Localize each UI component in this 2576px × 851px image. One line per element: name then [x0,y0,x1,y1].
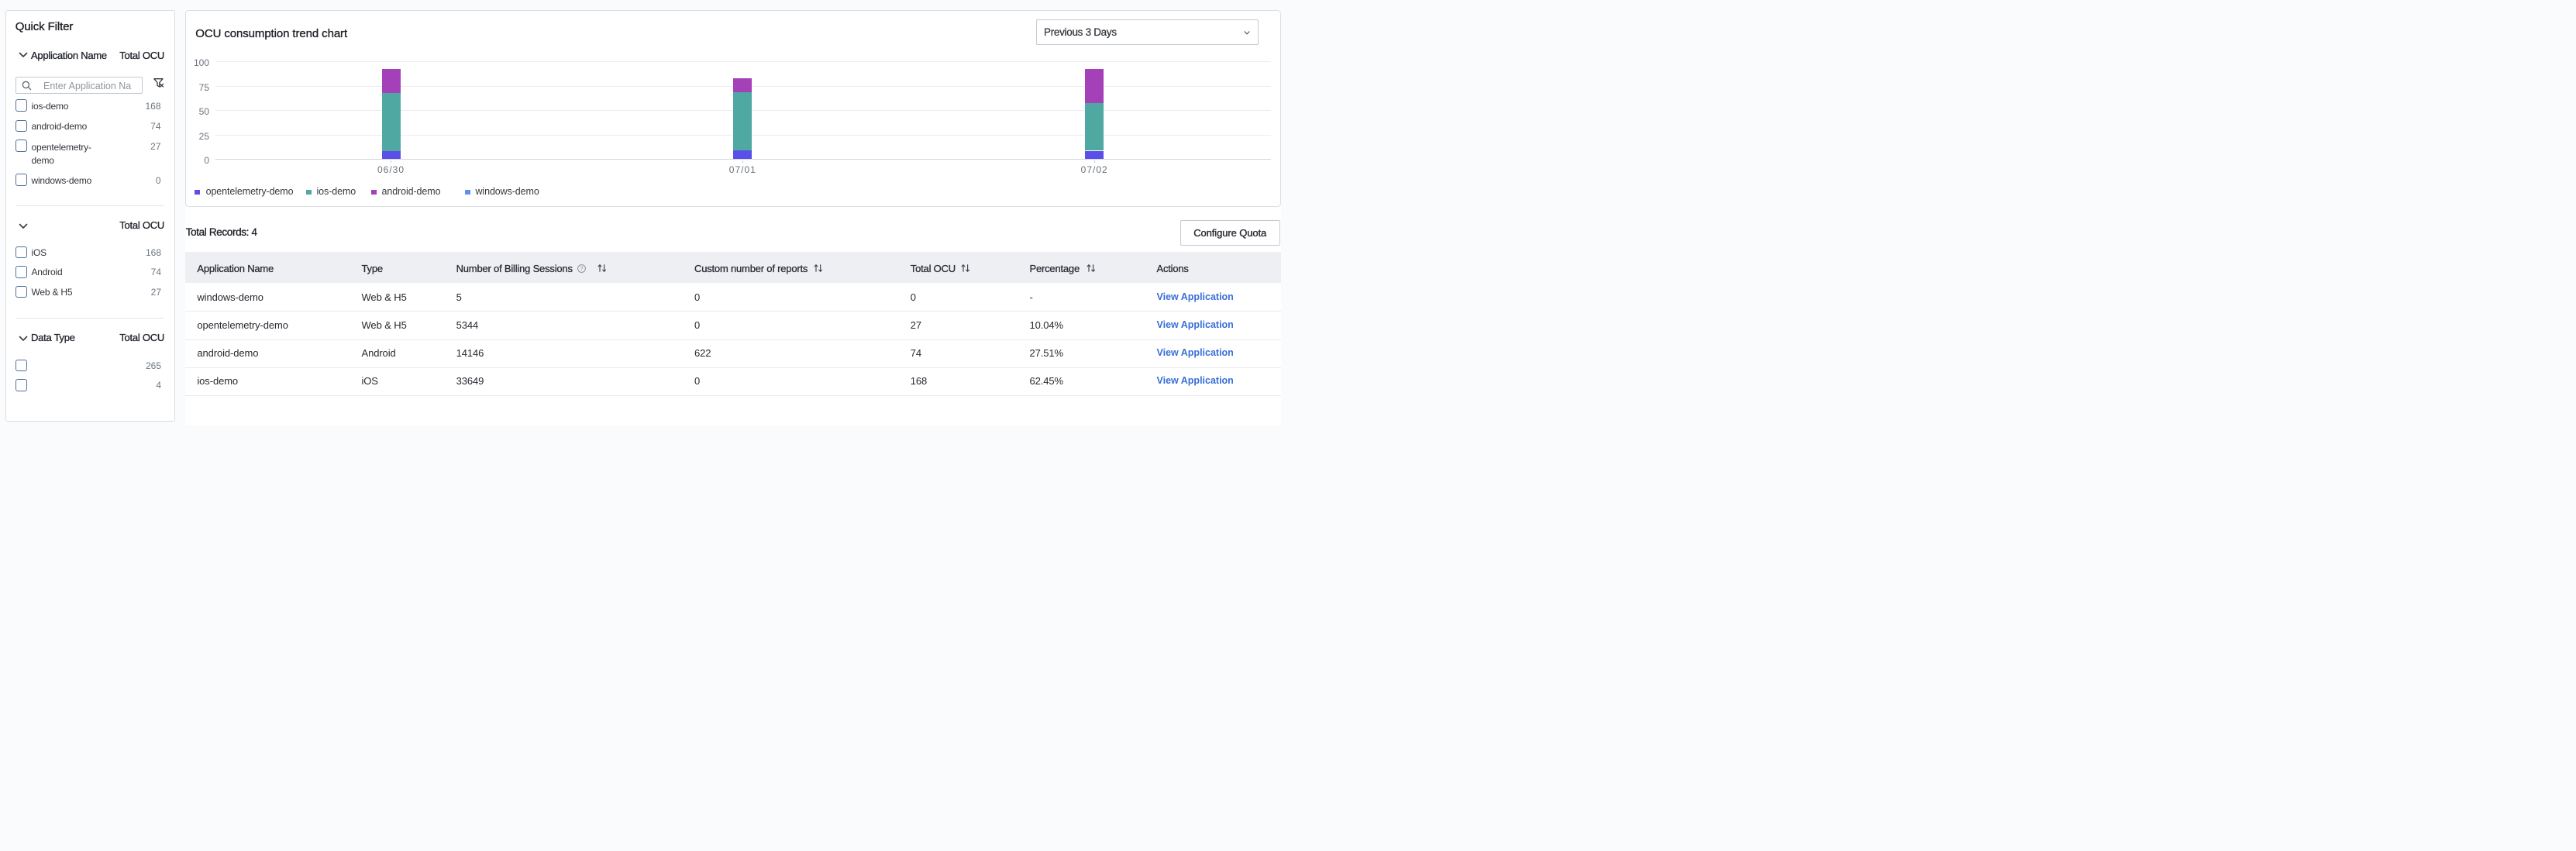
svg-text:?: ? [580,265,583,272]
